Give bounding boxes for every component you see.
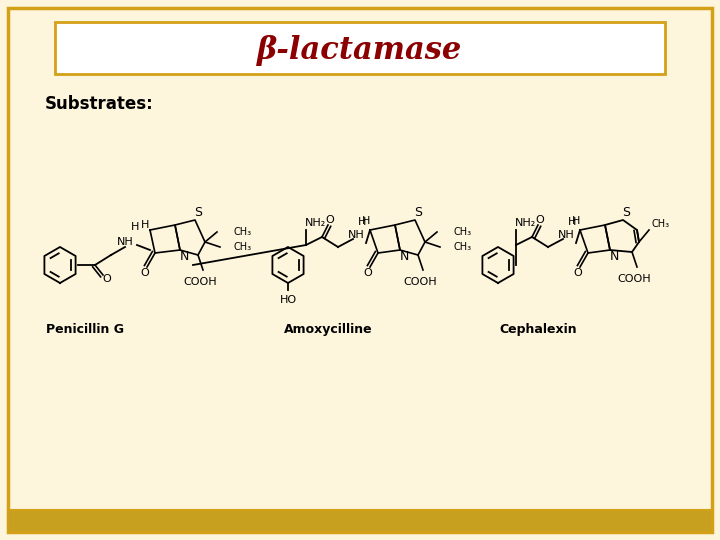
- Text: H: H: [131, 222, 139, 232]
- Text: NH₂: NH₂: [516, 218, 536, 228]
- Text: S: S: [622, 206, 630, 219]
- Text: H: H: [358, 217, 366, 227]
- Text: CH₃: CH₃: [453, 242, 471, 252]
- Text: CH₃: CH₃: [233, 242, 251, 252]
- Text: NH₂: NH₂: [305, 218, 327, 228]
- Text: S: S: [194, 206, 202, 219]
- Text: O: O: [325, 215, 334, 225]
- Text: HO: HO: [279, 295, 297, 305]
- Text: COOH: COOH: [617, 274, 651, 284]
- Text: H: H: [141, 220, 149, 230]
- Text: Substrates:: Substrates:: [45, 95, 154, 113]
- Text: O: O: [364, 268, 372, 278]
- Text: NH: NH: [348, 230, 364, 240]
- Text: Cephalexin: Cephalexin: [499, 323, 577, 336]
- FancyBboxPatch shape: [55, 22, 665, 74]
- Text: CH₃: CH₃: [453, 227, 471, 237]
- Text: Amoxycilline: Amoxycilline: [284, 323, 372, 336]
- Text: N: N: [179, 249, 189, 262]
- Text: H: H: [568, 217, 576, 227]
- Text: O: O: [103, 274, 112, 284]
- Text: Penicillin G: Penicillin G: [46, 323, 124, 336]
- Text: N: N: [400, 249, 409, 262]
- Text: O: O: [536, 215, 544, 225]
- FancyBboxPatch shape: [8, 8, 712, 532]
- Text: COOH: COOH: [403, 277, 437, 287]
- Text: H: H: [572, 216, 580, 226]
- Text: S: S: [414, 206, 422, 219]
- Text: O: O: [574, 268, 582, 278]
- Text: H: H: [362, 216, 370, 226]
- Text: β-lactamase: β-lactamase: [257, 35, 463, 65]
- Text: COOH: COOH: [183, 277, 217, 287]
- Text: N: N: [609, 249, 618, 262]
- Bar: [8, 510, 712, 532]
- Text: NH: NH: [557, 230, 575, 240]
- Text: O: O: [140, 268, 149, 278]
- Text: CH₃: CH₃: [233, 227, 251, 237]
- Text: CH₃: CH₃: [651, 219, 669, 229]
- Text: NH: NH: [117, 237, 133, 247]
